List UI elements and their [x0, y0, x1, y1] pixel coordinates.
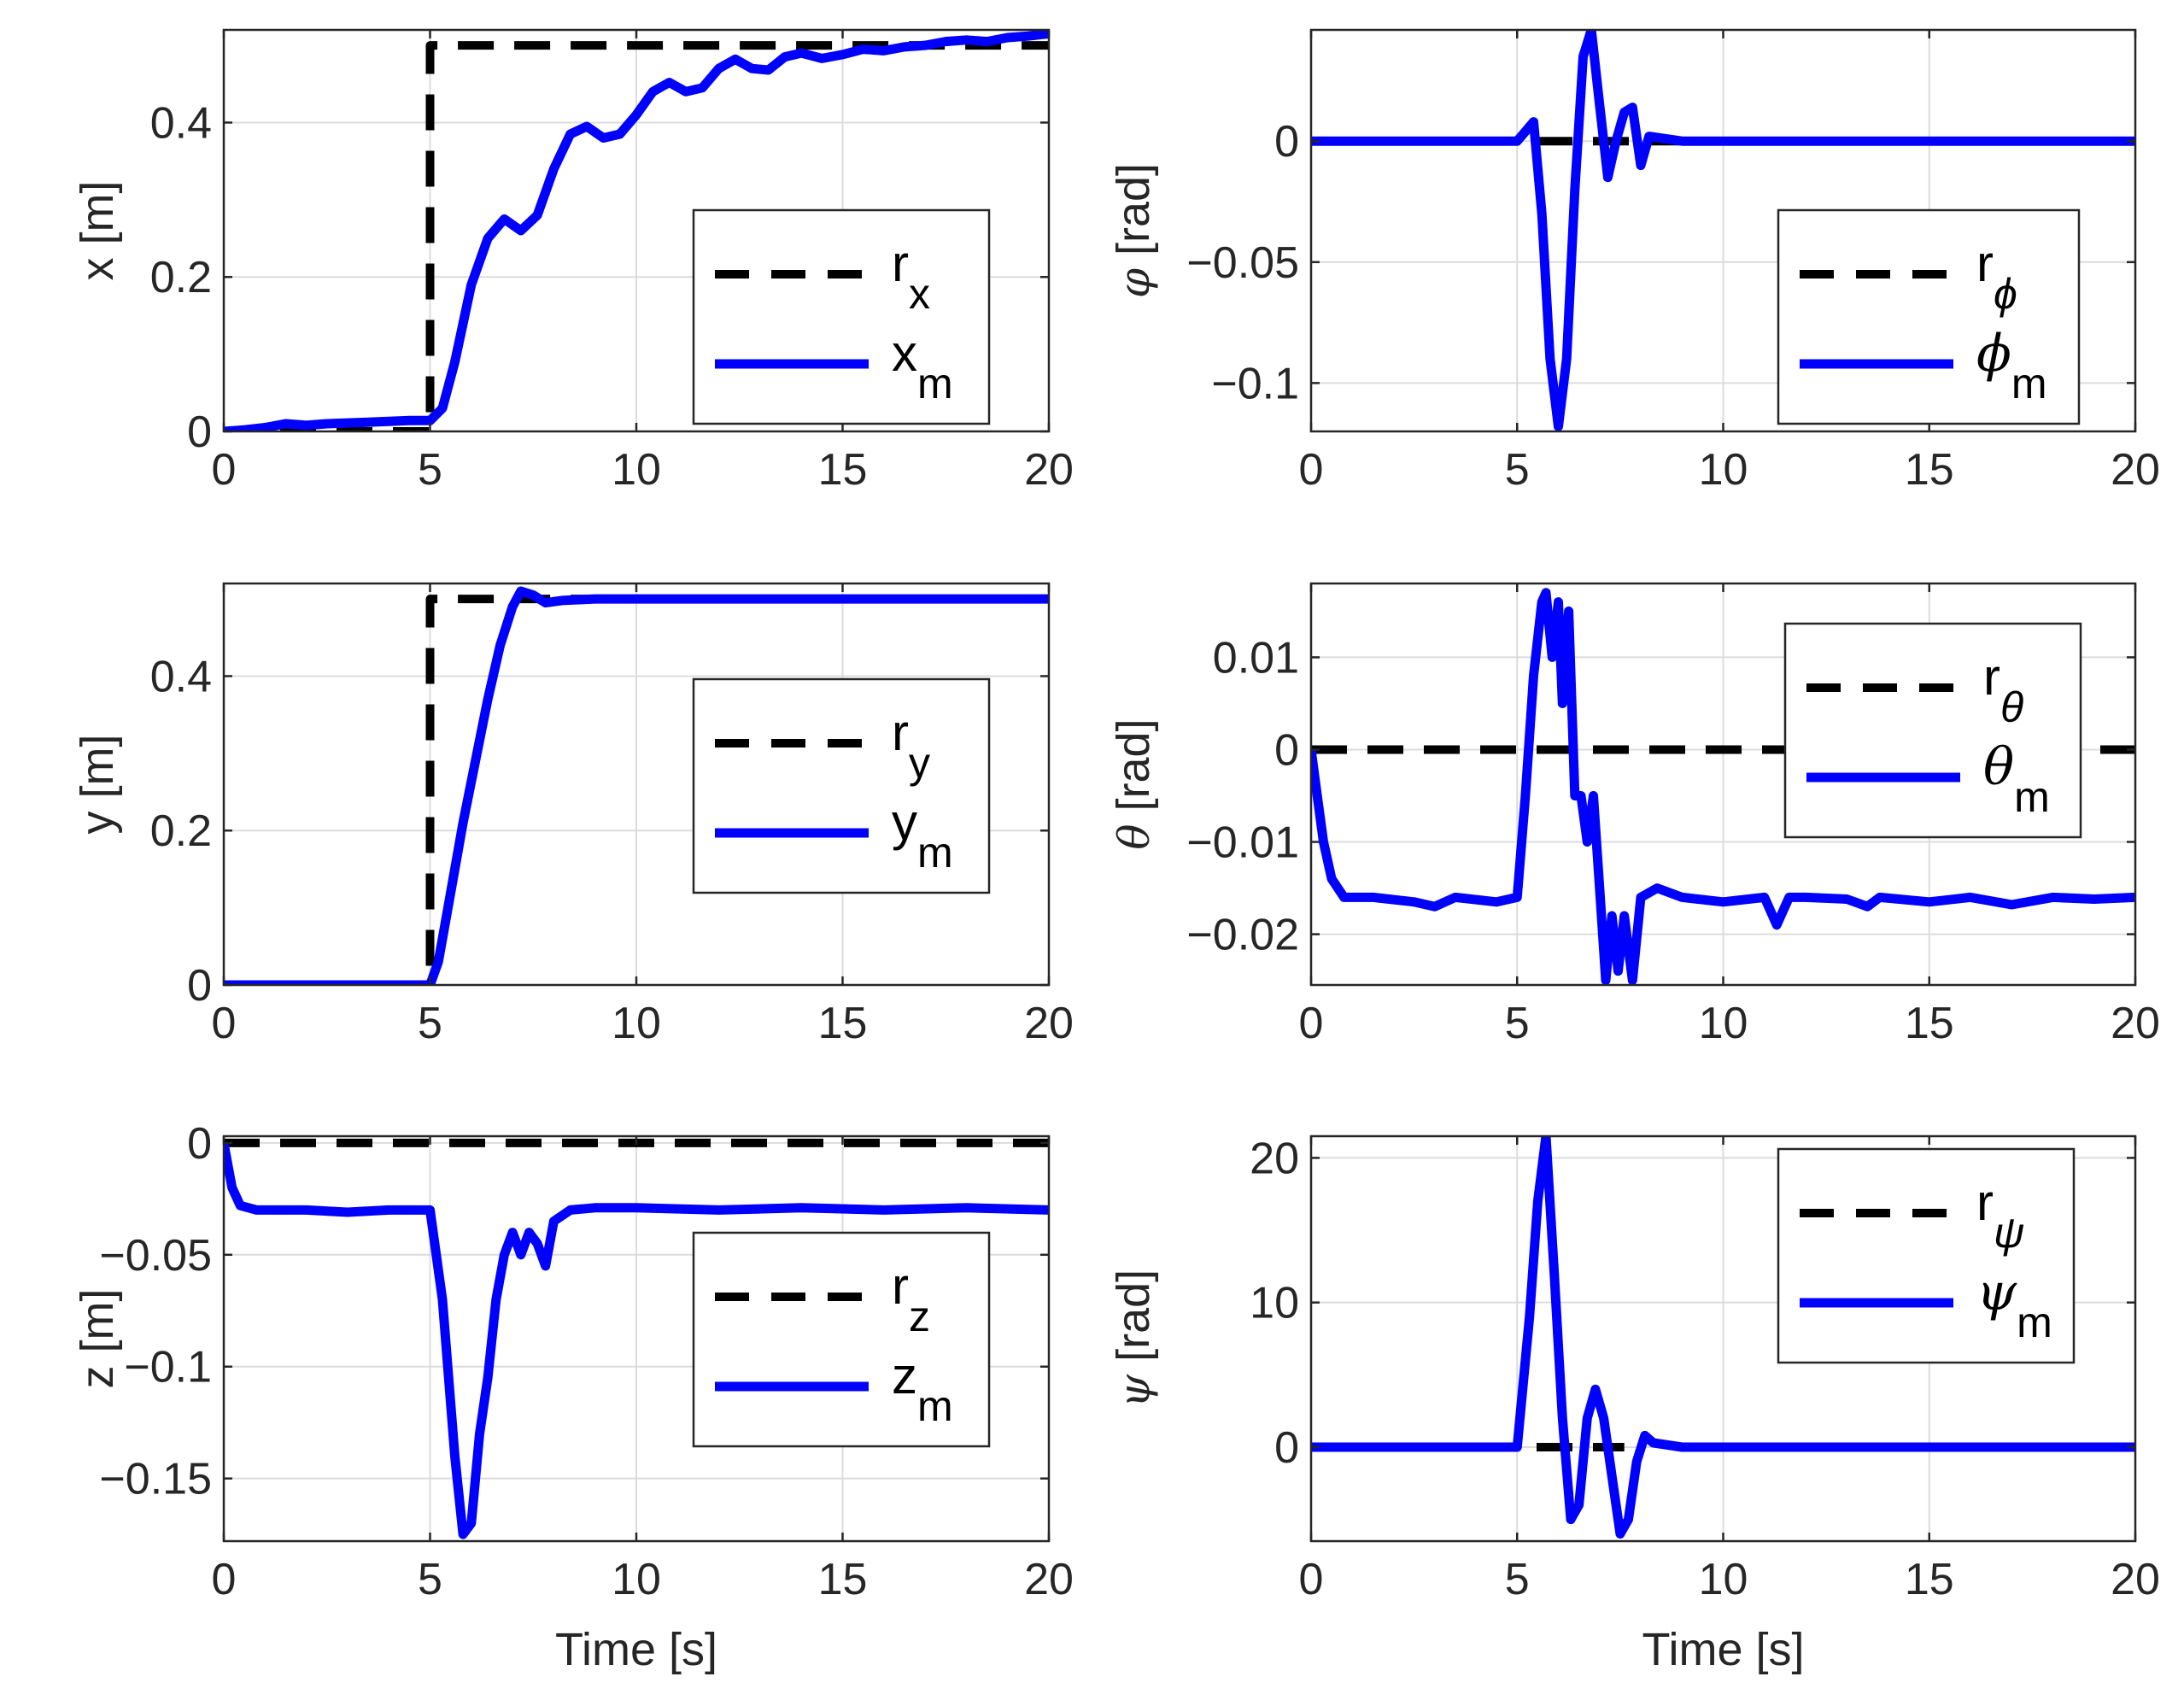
legend-box [1783, 622, 2082, 839]
legend-box [1777, 208, 2081, 425]
x-tick-label: 10 [612, 445, 661, 495]
y-axis-label: z [m] [72, 1289, 123, 1389]
legend-label-measured: xm [892, 325, 953, 407]
legend-label-measured: θm [1983, 737, 2050, 821]
legend-label-reference: rθ [1983, 648, 2023, 731]
x-tick-label: 15 [818, 1555, 868, 1604]
legend-label-reference: rψ [1976, 1174, 2024, 1257]
y-tick-label: 0.01 [1213, 633, 1299, 683]
y-axis-label: φ [rad] [1108, 163, 1159, 298]
legend-label-reference: rϕ [1976, 235, 2017, 318]
y-tick-label: 10 [1250, 1279, 1299, 1328]
x-tick-label: 20 [1024, 999, 1074, 1048]
y-tick-label: −0.05 [99, 1231, 212, 1281]
y-tick-label: −0.15 [99, 1455, 212, 1504]
y-tick-label: 0 [187, 1119, 212, 1169]
legend-box [1777, 1147, 2076, 1364]
x-tick-label: 0 [212, 445, 237, 495]
x-tick-label: 10 [612, 999, 661, 1048]
y-axis-label: ψ [rad] [1108, 1269, 1159, 1408]
x-axis-label: Time [s] [1642, 1624, 1804, 1675]
y-tick-label: −0.1 [124, 1343, 212, 1392]
x-tick-label: 5 [1505, 445, 1530, 495]
legend-label-reference: rz [892, 1258, 930, 1340]
legend-box [692, 208, 991, 425]
y-axis-label: x [m] [72, 181, 123, 281]
x-tick-label: 5 [1505, 999, 1530, 1048]
x-tick-label: 15 [1905, 445, 1954, 495]
x-tick-label: 15 [1905, 999, 1954, 1048]
legend-label-measured: zm [892, 1347, 953, 1430]
series-psi_m [1311, 1136, 2135, 1539]
series-theta_m [1311, 588, 2135, 985]
y-tick-label: 0 [1274, 725, 1299, 775]
x-tick-label: 20 [2111, 445, 2160, 495]
y-tick-label: 0 [1274, 1423, 1299, 1473]
x-tick-label: 0 [1299, 1555, 1324, 1604]
legend-box [692, 677, 991, 894]
y-tick-label: −0.05 [1186, 238, 1299, 288]
y-axis-label: θ [rad] [1108, 718, 1159, 849]
x-tick-label: 20 [1024, 1555, 1074, 1604]
legend-box [692, 1231, 991, 1448]
legend-label-measured: ym [892, 794, 953, 876]
x-tick-label: 5 [1505, 1555, 1530, 1604]
x-tick-label: 5 [418, 445, 442, 495]
x-tick-label: 5 [418, 999, 442, 1048]
x-tick-label: 0 [1299, 999, 1324, 1048]
series-phi_m [1311, 30, 2135, 431]
x-tick-label: 0 [212, 999, 237, 1048]
x-tick-label: 10 [1699, 445, 1748, 495]
legend-label-reference: rx [892, 235, 930, 318]
y-tick-label: 0.2 [150, 253, 212, 302]
y-axis-label: y [m] [72, 735, 123, 835]
x-tick-label: 10 [1699, 1555, 1748, 1604]
series-r_x [224, 41, 1049, 431]
series-y_m [224, 586, 1049, 985]
x-axis-label: Time [s] [555, 1624, 717, 1675]
y-tick-label: 0.2 [150, 806, 212, 856]
x-tick-label: 10 [1699, 999, 1748, 1048]
x-tick-label: 20 [2111, 999, 2160, 1048]
y-tick-label: −0.02 [1186, 911, 1299, 960]
y-tick-label: −0.01 [1186, 818, 1299, 868]
legend-label-measured: ϕm [1976, 324, 2047, 407]
y-tick-label: 0.4 [150, 652, 212, 701]
x-tick-label: 15 [1905, 1555, 1954, 1604]
y-tick-label: 20 [1250, 1134, 1299, 1183]
x-tick-label: 0 [1299, 445, 1324, 495]
x-tick-label: 20 [1024, 445, 1074, 495]
x-tick-label: 15 [818, 445, 868, 495]
legend-label-measured: ψm [1976, 1263, 2052, 1346]
y-tick-label: −0.1 [1211, 359, 1299, 408]
y-tick-label: 0.4 [150, 98, 212, 148]
x-tick-label: 5 [418, 1555, 442, 1604]
x-tick-label: 10 [612, 1555, 661, 1604]
x-tick-label: 0 [212, 1555, 237, 1604]
series-x_m [224, 30, 1049, 431]
x-tick-label: 20 [2111, 1555, 2160, 1604]
y-tick-label: 0 [187, 961, 212, 1011]
y-tick-label: 0 [187, 407, 212, 457]
y-tick-label: 0 [1274, 117, 1299, 167]
x-tick-label: 15 [818, 999, 868, 1048]
series-z_m [224, 1141, 1049, 1539]
legend-label-reference: ry [892, 704, 930, 787]
